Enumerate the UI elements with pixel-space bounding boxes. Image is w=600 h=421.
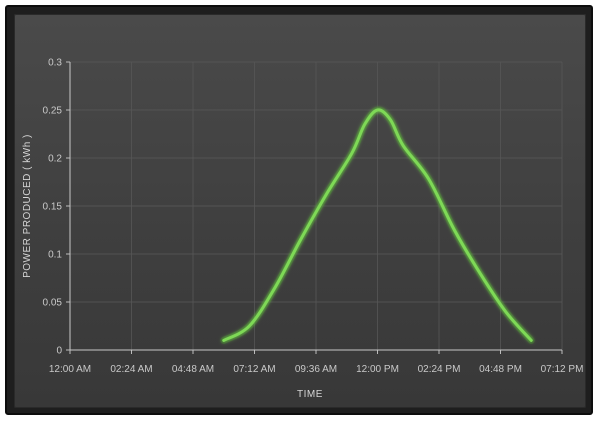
x-tick-label: 04:48 AM — [172, 364, 214, 375]
data-point — [428, 178, 430, 180]
series-line — [222, 108, 533, 342]
data-point — [453, 229, 455, 231]
data-point — [504, 310, 506, 312]
x-tick-label: 07:12 AM — [233, 364, 275, 375]
data-point — [274, 286, 276, 288]
y-tick-label: 0.2 — [48, 154, 62, 165]
x-axis-title: TIME — [297, 389, 323, 400]
data-point — [351, 152, 353, 154]
x-tick-label: 09:36 AM — [295, 364, 337, 375]
y-tick-label: 0 — [56, 346, 62, 357]
data-point — [376, 109, 378, 111]
y-tick-label: 0.05 — [43, 298, 63, 309]
x-tick-labels: 12:00 AM 02:24 AM 04:48 AM 07:12 AM 09:36 AM… — [49, 364, 584, 375]
data-point — [223, 339, 225, 341]
x-tick-label: 07:12 PM — [541, 364, 584, 375]
data-point — [325, 193, 327, 195]
y-tick-label: 0.3 — [48, 58, 62, 69]
y-tick-labels: 0 0.05 0.1 0.15 0.2 0.25 0.3 — [43, 58, 63, 357]
data-point — [389, 118, 391, 120]
y-tick-label: 0.1 — [48, 250, 62, 261]
data-point — [402, 144, 404, 146]
chart-panel — [14, 14, 586, 408]
data-point — [299, 238, 301, 240]
x-tick-label: 02:24 AM — [110, 364, 152, 375]
data-point — [363, 123, 365, 125]
axes — [66, 61, 563, 354]
x-tick-label: 12:00 PM — [356, 364, 399, 375]
y-axis-title: POWER PRODUCED ( kWh ) — [22, 134, 33, 278]
x-tick-label: 12:00 AM — [49, 364, 91, 375]
x-tick-label: 02:24 PM — [418, 364, 461, 375]
data-point — [479, 272, 481, 274]
y-tick-label: 0.15 — [43, 202, 63, 213]
x-tick-label: 04:48 PM — [479, 364, 522, 375]
series-layer — [220, 106, 535, 344]
data-point — [530, 339, 532, 341]
y-tick-label: 0.25 — [43, 106, 63, 117]
data-point — [248, 325, 250, 327]
